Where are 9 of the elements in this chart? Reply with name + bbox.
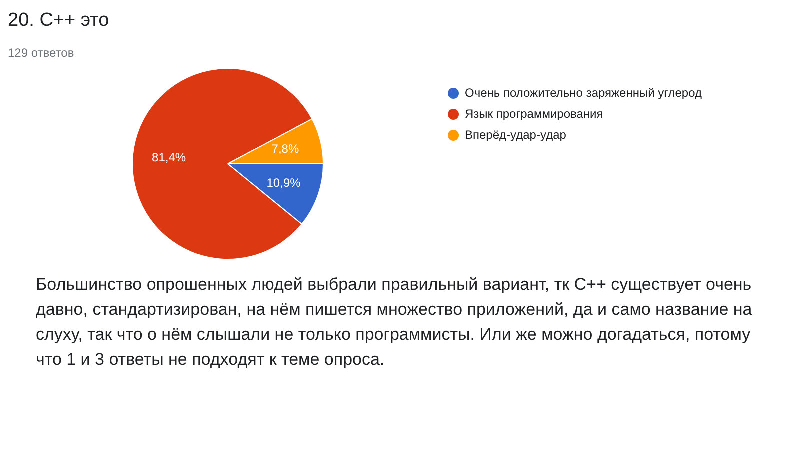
- data-label: 7,8%: [272, 142, 300, 156]
- data-label: 81,4%: [152, 150, 186, 165]
- data-label: 10,9%: [266, 176, 302, 190]
- text: Большинство опрошенных людей выбрали правильный вариант, тк C++ существует очень давно, стандартизирован, на нём пишется множество приложений, да и само название на слуху, так что о нём слышали не только программисты. Или же можно догадаться, потому что 1 и 3 ответы не подходят к теме опроса.: [35, 274, 754, 371]
- chart-subtitle: 129 ответов: [8, 46, 76, 60]
- legend-label: Язык программирования: [465, 107, 604, 122]
- legend-label: Вперёд-удар-удар: [465, 128, 566, 143]
- legend-label: Очень положительно заряженный углерод: [465, 86, 702, 101]
- chart-title: 20. C++ это: [8, 10, 110, 32]
